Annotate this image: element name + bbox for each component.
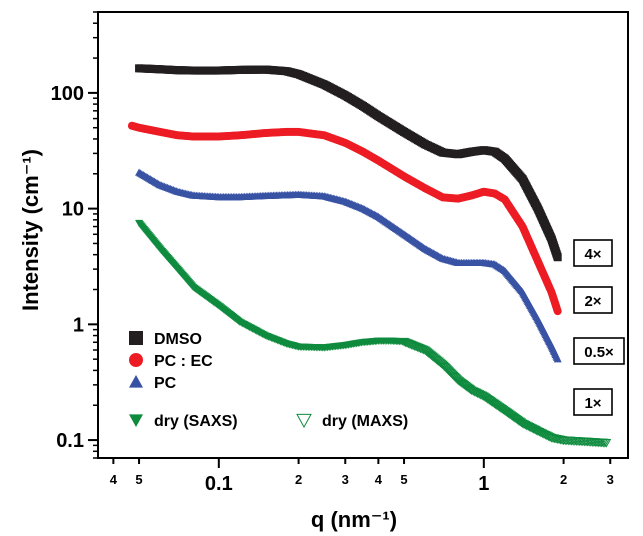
x-tick-label: 0.1 xyxy=(205,473,233,495)
factor-box xyxy=(573,239,613,267)
factor-label: 0.5× xyxy=(573,337,625,365)
data-point xyxy=(425,350,435,360)
x-tick-label: 4 xyxy=(110,472,118,487)
x-axis-label: q (nm⁻¹) xyxy=(311,507,397,532)
legend-label: PC xyxy=(154,375,177,392)
factor-label: 2× xyxy=(573,286,613,314)
factor-box xyxy=(573,388,613,416)
data-point xyxy=(553,355,562,363)
x-tick-label: 4 xyxy=(375,472,383,487)
x-tick-label: 2 xyxy=(295,472,302,487)
y-tick-label: 10 xyxy=(62,199,84,221)
legend-item: dry (MAXS) xyxy=(296,413,408,430)
series-pc-ec xyxy=(127,121,562,316)
series-dmso xyxy=(135,64,562,262)
x-tick-label: 2 xyxy=(560,472,567,487)
y-tick-label: 0.1 xyxy=(56,430,84,452)
legend-item: PC xyxy=(129,375,177,392)
data-point xyxy=(427,352,438,362)
data-point xyxy=(601,438,612,448)
legend-item: DMSO xyxy=(129,331,202,348)
data-point xyxy=(430,354,441,364)
legend-marker xyxy=(129,414,143,427)
x-tick-label: 3 xyxy=(342,472,349,487)
series-dry-maxs- xyxy=(399,337,612,448)
data-point xyxy=(429,353,439,363)
legend-item: dry (SAXS) xyxy=(129,413,238,430)
data-point xyxy=(432,356,443,366)
legend-label: dry (SAXS) xyxy=(154,413,238,430)
x-tick-label: 5 xyxy=(135,472,142,487)
plot-frame xyxy=(97,11,629,459)
factor-text: 4× xyxy=(584,246,601,263)
legend-marker xyxy=(129,375,143,388)
x-tick-label: 1 xyxy=(478,473,489,495)
legend-marker xyxy=(129,331,143,345)
y-axis-label: Intensity (cm⁻¹) xyxy=(18,149,43,311)
data-point xyxy=(426,351,437,361)
factor-label: 1× xyxy=(573,388,613,416)
legend-marker xyxy=(296,413,312,429)
factor-text: 0.5× xyxy=(584,344,614,361)
data-point xyxy=(423,349,434,359)
series-pc xyxy=(135,168,562,363)
data-point xyxy=(431,355,442,365)
factor-label: 4× xyxy=(573,239,613,267)
legend: DMSO PC : EC PC dry (SAXS) dry (MAXS) xyxy=(129,331,408,430)
factor-text: 2× xyxy=(584,293,601,310)
data-point xyxy=(420,346,430,356)
legend-label: DMSO xyxy=(154,331,202,348)
factor-box xyxy=(573,286,613,314)
data-point xyxy=(421,347,432,357)
data-point xyxy=(434,357,444,367)
scale-factor-labels: 4× 2× 0.5× 1× xyxy=(573,239,625,416)
legend-label: PC : EC xyxy=(154,353,213,370)
factor-text: 1× xyxy=(584,395,601,412)
legend-item: PC : EC xyxy=(129,353,213,370)
factor-box xyxy=(573,337,625,365)
data-point xyxy=(553,307,562,316)
y-tick-label: 100 xyxy=(51,83,84,105)
data-point xyxy=(553,253,562,262)
x-tick-label: 5 xyxy=(400,472,407,487)
y-tick-label: 1 xyxy=(73,314,84,336)
series-dry-saxs- xyxy=(135,219,409,352)
legend-label: dry (MAXS) xyxy=(322,413,408,430)
data-point xyxy=(542,431,552,441)
legend-marker xyxy=(129,353,143,367)
data-point xyxy=(422,348,433,358)
series-layer xyxy=(127,64,612,448)
x-tick-label: 3 xyxy=(607,472,614,487)
